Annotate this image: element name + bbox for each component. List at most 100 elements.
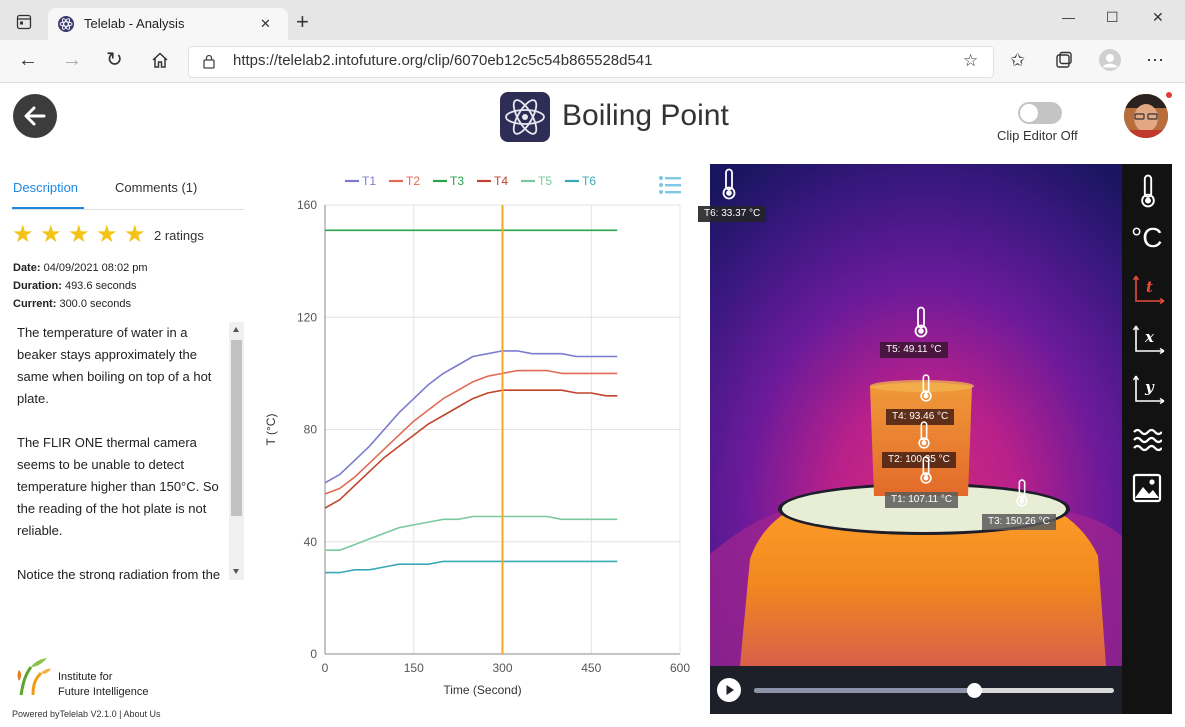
duration-value: 493.6 seconds xyxy=(61,280,137,292)
current-label: Current: xyxy=(13,298,57,310)
chart-legend[interactable]: T1 T2 T3 T4 T5 T6 xyxy=(345,174,596,188)
clip-editor-label: Clip Editor Off xyxy=(997,128,1078,143)
thermometer-marker-icon[interactable] xyxy=(918,455,934,490)
description-scrollbar[interactable] xyxy=(229,322,244,580)
x-graph-icon[interactable]: x xyxy=(1132,324,1166,359)
star-rating[interactable]: ★ ★ ★ ★ ★ xyxy=(12,223,148,247)
collections-icon[interactable] xyxy=(1055,51,1073,74)
minimize-button[interactable]: — xyxy=(1062,10,1075,25)
scroll-down-arrow[interactable] xyxy=(233,569,239,574)
star-icon: ★ xyxy=(68,221,90,248)
seek-track[interactable] xyxy=(754,683,1114,698)
chart-series xyxy=(324,229,618,574)
series-line-t4[interactable] xyxy=(324,389,618,509)
temperature-chart[interactable]: T1 T2 T3 T4 T5 T6 0 40 80 120 160 0 150 300 450 600 T … xyxy=(255,160,700,705)
y-tick-label: 0 xyxy=(310,647,317,661)
thermometer-marker-icon[interactable] xyxy=(912,306,930,343)
new-tab-button[interactable]: + xyxy=(296,9,309,34)
seek-thumb[interactable] xyxy=(966,683,982,698)
star-icon: ★ xyxy=(12,221,34,248)
tool-sidebar: °C t x y xyxy=(1122,164,1172,714)
reading-t3: T3: 150.26 °C xyxy=(982,514,1056,530)
scroll-thumb[interactable] xyxy=(231,340,242,516)
close-window-button[interactable]: ✕ xyxy=(1152,9,1164,25)
page-title: Boiling Point xyxy=(562,99,729,132)
y-tick-label: 40 xyxy=(304,535,318,549)
series-line-t5[interactable] xyxy=(325,515,618,552)
org-name-line1: Institute for xyxy=(58,671,113,683)
x-axis-label: Time (Second) xyxy=(443,683,521,697)
legend-label[interactable]: T5 xyxy=(538,174,552,188)
thermometer-marker-icon[interactable] xyxy=(918,373,934,408)
legend-label[interactable]: T4 xyxy=(494,174,508,188)
legend-label[interactable]: T2 xyxy=(406,174,420,188)
tabs-divider xyxy=(12,209,244,210)
x-tick-label: 600 xyxy=(670,661,690,675)
description-text[interactable]: The temperature of water in a beaker sta… xyxy=(12,322,244,580)
add-favorite-icon[interactable]: ☆ xyxy=(963,51,979,70)
play-icon xyxy=(726,685,734,695)
footer-separator: | xyxy=(119,709,122,719)
reading-t4: T4: 93.46 °C xyxy=(886,409,955,425)
svg-text:t: t xyxy=(1146,278,1153,296)
user-avatar[interactable] xyxy=(1124,94,1168,138)
address-bar[interactable]: https://telelab2.intofuture.org/clip/607… xyxy=(188,46,994,78)
thermometer-marker-icon[interactable] xyxy=(916,420,932,455)
chart-menu-icon[interactable] xyxy=(658,175,682,195)
maximize-button[interactable]: ☐ xyxy=(1106,9,1119,25)
org-name-line2: Future Intelligence xyxy=(58,686,149,698)
tab-close-icon[interactable]: ✕ xyxy=(260,16,271,31)
thermometer-marker-icon[interactable] xyxy=(1014,478,1030,513)
heat-waves-icon[interactable] xyxy=(1132,426,1163,459)
about-us-link[interactable]: About Us xyxy=(123,709,161,719)
thermometer-marker-icon[interactable] xyxy=(720,168,738,205)
reading-t1: T1: 107.11 °C xyxy=(885,492,959,508)
legend-label[interactable]: T1 xyxy=(362,174,376,188)
clip-editor-toggle[interactable] xyxy=(1018,102,1062,124)
x-tick-label: 0 xyxy=(322,661,329,675)
reading-t6: T6: 33.37 °C xyxy=(698,206,767,222)
star-icon: ★ xyxy=(124,221,146,248)
y-tick-label: 80 xyxy=(304,423,318,437)
series-line-t1[interactable] xyxy=(324,350,618,484)
url-text: https://telelab2.intofuture.org/clip/607… xyxy=(233,52,653,69)
back-button[interactable] xyxy=(13,94,57,138)
forward-arrow-icon[interactable]: → xyxy=(62,49,82,71)
reload-icon[interactable]: ↻ xyxy=(106,49,123,71)
legend-label[interactable]: T3 xyxy=(450,174,464,188)
notification-dot xyxy=(1166,92,1172,98)
image-icon[interactable] xyxy=(1132,473,1162,508)
profile-icon[interactable] xyxy=(1099,49,1121,76)
tab-comments[interactable]: Comments (1) xyxy=(115,180,198,195)
tab-description[interactable]: Description xyxy=(13,180,79,195)
play-button[interactable] xyxy=(717,678,741,702)
more-menu-icon[interactable]: ⋯ xyxy=(1146,50,1164,70)
x-tick-label: 300 xyxy=(492,661,512,675)
y-graph-icon[interactable]: y xyxy=(1132,374,1166,409)
thermometer-tool-icon[interactable] xyxy=(1138,174,1158,213)
tab-title: Telelab - Analysis xyxy=(84,16,185,31)
clip-metadata: Date: 04/09/2021 08:02 pm Duration: 493.… xyxy=(13,259,243,313)
current-row: Current: 300.0 seconds xyxy=(13,295,243,313)
tab-favicon xyxy=(58,16,74,37)
celsius-icon[interactable]: °C xyxy=(1131,222,1163,253)
footer: Powered byTelelab V2.1.0 | About Us xyxy=(12,709,160,719)
browser-tab[interactable]: Telelab - Analysis ✕ xyxy=(48,8,288,40)
time-graph-icon[interactable]: t xyxy=(1132,274,1166,309)
lock-icon xyxy=(203,54,215,74)
favorites-icon[interactable]: ✩ xyxy=(1010,50,1026,70)
star-icon: ★ xyxy=(96,221,118,248)
scroll-up-arrow[interactable] xyxy=(233,327,239,332)
description-paragraph: The temperature of water in a beaker sta… xyxy=(17,325,212,406)
svg-text:y: y xyxy=(1144,378,1155,396)
legend-label[interactable]: T6 xyxy=(582,174,596,188)
description-paragraph: The FLIR ONE thermal camera seems to be … xyxy=(17,435,219,538)
home-icon[interactable] xyxy=(150,51,170,74)
window-menu-icon[interactable] xyxy=(14,14,34,34)
series-line-t6[interactable] xyxy=(325,560,618,574)
series-line-t2[interactable] xyxy=(324,369,618,495)
footer-powered: Powered byTelelab V2.1.0 xyxy=(12,709,117,719)
back-arrow-icon[interactable]: ← xyxy=(18,49,38,71)
duration-row: Duration: 493.6 seconds xyxy=(13,277,243,295)
current-value: 300.0 seconds xyxy=(56,298,132,310)
